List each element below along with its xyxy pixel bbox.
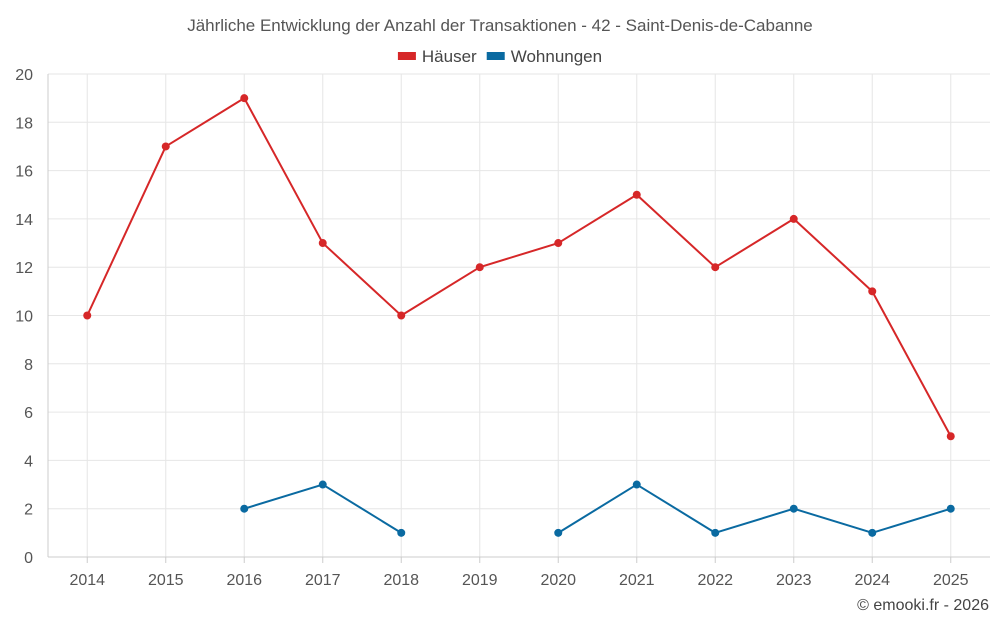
legend: Häuser Wohnungen bbox=[397, 47, 602, 66]
x-tick-label-2021: 2021 bbox=[619, 572, 655, 589]
data-point-wohnungen-2018[interactable] bbox=[397, 528, 406, 537]
data-point-häuser-2015[interactable] bbox=[161, 142, 170, 151]
data-point-häuser-2014[interactable] bbox=[83, 311, 92, 320]
data-point-häuser-2020[interactable] bbox=[554, 239, 563, 248]
series-layer bbox=[83, 94, 955, 537]
x-tick-label-2024: 2024 bbox=[854, 572, 890, 589]
data-point-häuser-2025[interactable] bbox=[946, 432, 955, 441]
data-point-häuser-2019[interactable] bbox=[475, 263, 484, 272]
data-point-häuser-2021[interactable] bbox=[632, 190, 641, 199]
legend-swatch-häuser bbox=[397, 52, 416, 60]
data-point-häuser-2017[interactable] bbox=[318, 239, 327, 248]
y-tick-label: 6 bbox=[24, 405, 33, 422]
y-tick-label: 4 bbox=[24, 453, 33, 470]
x-tick-label-2014: 2014 bbox=[69, 572, 105, 589]
x-tick-label-2020: 2020 bbox=[540, 572, 576, 589]
data-point-häuser-2024[interactable] bbox=[868, 287, 877, 296]
y-tick-label: 2 bbox=[24, 502, 33, 519]
data-point-häuser-2022[interactable] bbox=[711, 263, 720, 272]
data-point-wohnungen-2025[interactable] bbox=[946, 504, 955, 513]
data-point-wohnungen-2017[interactable] bbox=[318, 480, 327, 489]
y-tick-label: 0 bbox=[24, 550, 33, 567]
legend-label-wohnungen: Wohnungen bbox=[511, 47, 602, 66]
series-wohnungen bbox=[240, 480, 955, 537]
x-tick-label-2017: 2017 bbox=[305, 572, 341, 589]
credit-text: © emooki.fr - 2026 bbox=[857, 597, 989, 614]
axes: 0 2 4 6 8 10 12 14 16 18 20 2014 2015 2016 2017 2018 201… bbox=[15, 67, 990, 589]
x-tick-label-2022: 2022 bbox=[697, 572, 733, 589]
data-point-häuser-2023[interactable] bbox=[789, 214, 798, 223]
data-point-wohnungen-2021[interactable] bbox=[632, 480, 641, 489]
x-tick-label-2025: 2025 bbox=[933, 572, 969, 589]
y-tick-label: 20 bbox=[15, 67, 33, 84]
x-tick-label-2023: 2023 bbox=[776, 572, 812, 589]
data-point-wohnungen-2024[interactable] bbox=[868, 528, 877, 537]
data-point-häuser-2018[interactable] bbox=[397, 311, 406, 320]
y-tick-label: 12 bbox=[15, 260, 33, 277]
legend-swatch-wohnungen bbox=[486, 52, 505, 60]
series-häuser bbox=[83, 94, 955, 441]
data-point-wohnungen-2023[interactable] bbox=[789, 504, 798, 513]
gridlines bbox=[48, 73, 990, 557]
data-point-häuser-2016[interactable] bbox=[240, 94, 249, 103]
x-tick-label-2015: 2015 bbox=[148, 572, 184, 589]
y-tick-label: 18 bbox=[15, 115, 33, 132]
chart-title: Jährliche Entwicklung der Anzahl der Tra… bbox=[187, 16, 813, 35]
y-tick-label: 8 bbox=[24, 357, 33, 374]
data-point-wohnungen-2022[interactable] bbox=[711, 528, 720, 537]
y-tick-label: 14 bbox=[15, 212, 33, 229]
series-line-wohnungen bbox=[557, 483, 952, 534]
y-tick-label: 10 bbox=[15, 309, 33, 326]
x-tick-label-2018: 2018 bbox=[383, 572, 419, 589]
legend-label-häuser: Häuser bbox=[422, 47, 477, 66]
data-point-wohnungen-2020[interactable] bbox=[554, 528, 563, 537]
series-line-häuser bbox=[86, 97, 952, 437]
x-tick-label-2016: 2016 bbox=[226, 572, 262, 589]
x-tick-label-2019: 2019 bbox=[462, 572, 498, 589]
data-point-wohnungen-2016[interactable] bbox=[240, 504, 249, 513]
y-tick-label: 16 bbox=[15, 164, 33, 181]
